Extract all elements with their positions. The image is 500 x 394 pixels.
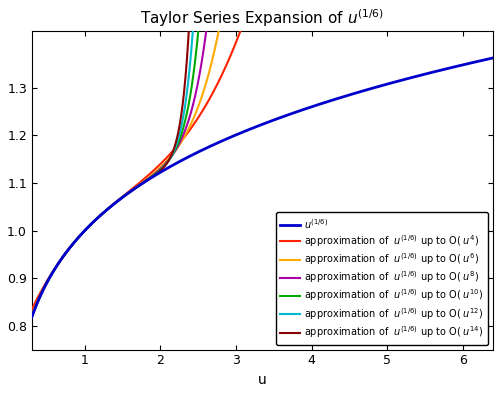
Legend: $u^{(1/6)}$, approximation of  $u^{(1/6)}$ up to O( $u^{4}$), approximation of  : $u^{(1/6)}$, approximation of $u^{(1/6)}… bbox=[276, 212, 488, 345]
Title: Taylor Series Expansion of $u^{(1/6)}$: Taylor Series Expansion of $u^{(1/6)}$ bbox=[140, 7, 384, 29]
X-axis label: u: u bbox=[258, 373, 267, 387]
